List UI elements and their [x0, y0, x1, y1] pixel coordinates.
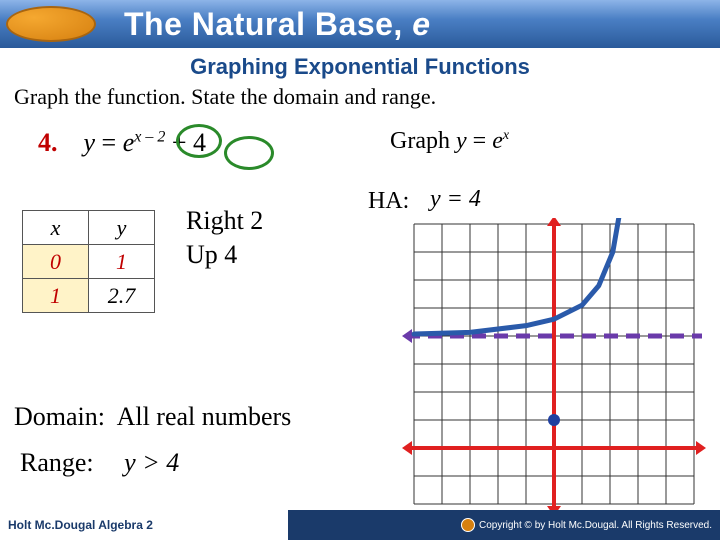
title-e: e [412, 6, 430, 42]
transformation-text: Right 2 Up 4 [186, 204, 263, 272]
graph-chart [400, 218, 708, 518]
table-cell: 1 [23, 279, 89, 313]
table-cell: 1 [89, 245, 155, 279]
green-ring-plus4 [224, 136, 274, 170]
header-oval-decoration [6, 6, 96, 42]
ha-equation: y = 4 [430, 186, 481, 213]
eq-exp: x – 2 [134, 128, 165, 145]
transform-up: Up 4 [186, 238, 263, 272]
header-bar: The Natural Base, e [0, 0, 720, 48]
range-line: Range: y > 4 [20, 448, 179, 478]
footer-textbook: Holt Mc.Dougal Algebra 2 [8, 518, 153, 532]
footer-bar: Holt Mc.Dougal Algebra 2 Copyright © by … [0, 510, 720, 540]
title-text: The Natural Base, [124, 6, 403, 42]
eq-equals: = [102, 128, 117, 157]
domain-value: All real numbers [117, 402, 292, 431]
table-row: 0 1 [23, 245, 155, 279]
subtitle: Graphing Exponential Functions [0, 54, 720, 80]
problem-number: 4. [38, 128, 58, 157]
graph-eq-e: e [492, 128, 503, 154]
table-row: 1 2.7 [23, 279, 155, 313]
range-label: Range: [20, 448, 94, 477]
xy-table: x y 0 1 1 2.7 [22, 210, 155, 313]
transform-right: Right 2 [186, 204, 263, 238]
slide-title: The Natural Base, e [124, 6, 431, 43]
graph-heading: Graph y = ex [390, 128, 509, 155]
eq-e: e [123, 128, 135, 157]
domain-label: Domain: [14, 402, 105, 431]
graph-eq-eq: = [473, 128, 487, 154]
ha-label: HA: [368, 188, 409, 215]
footer-copyright-text: Copyright © by Holt Mc.Dougal. All Right… [479, 520, 712, 531]
footer-logo-icon [461, 518, 475, 532]
graph-eq-y: y [456, 128, 467, 154]
table-header-x: x [23, 211, 89, 245]
instruction-text: Graph the function. State the domain and… [14, 84, 720, 110]
range-value: y > 4 [124, 448, 179, 477]
domain-line: Domain: All real numbers [14, 402, 291, 432]
green-ring-minus2 [176, 124, 222, 158]
graph-word: Graph [390, 128, 450, 154]
graph-eq-exp: x [503, 128, 509, 143]
table-cell: 2.7 [89, 279, 155, 313]
footer-copyright: Copyright © by Holt Mc.Dougal. All Right… [461, 518, 712, 532]
eq-y: y [84, 128, 96, 157]
table-cell: 0 [23, 245, 89, 279]
table-header-y: y [89, 211, 155, 245]
